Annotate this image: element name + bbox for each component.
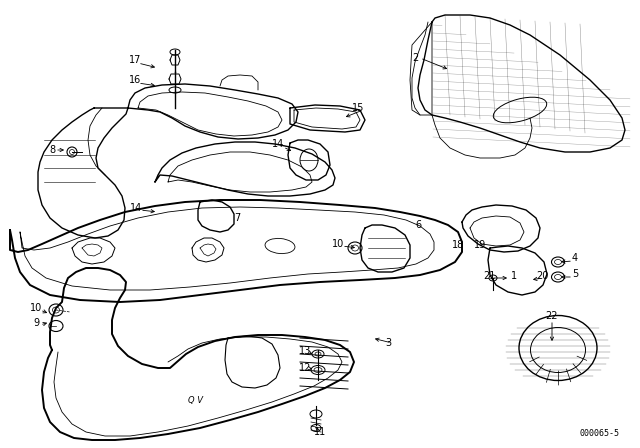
Text: 7: 7 <box>234 213 240 223</box>
Ellipse shape <box>348 242 362 254</box>
Ellipse shape <box>169 87 181 93</box>
Text: 21: 21 <box>483 271 495 281</box>
Ellipse shape <box>49 320 63 332</box>
Ellipse shape <box>311 366 325 375</box>
Ellipse shape <box>554 259 561 264</box>
Text: 4: 4 <box>572 253 578 263</box>
Ellipse shape <box>552 257 564 267</box>
Text: 11: 11 <box>314 427 326 437</box>
Ellipse shape <box>519 315 597 380</box>
Text: 18: 18 <box>452 240 464 250</box>
Text: 8: 8 <box>49 145 55 155</box>
Text: Q V: Q V <box>188 396 202 405</box>
Text: 15: 15 <box>352 103 364 113</box>
Ellipse shape <box>312 350 324 358</box>
Ellipse shape <box>300 149 318 171</box>
Ellipse shape <box>170 49 180 55</box>
Text: 10: 10 <box>30 303 42 313</box>
Text: 17: 17 <box>129 55 141 65</box>
Text: 22: 22 <box>546 311 558 321</box>
Ellipse shape <box>49 304 63 316</box>
Text: 12: 12 <box>299 363 311 373</box>
Ellipse shape <box>67 147 77 157</box>
Text: 6: 6 <box>415 220 421 230</box>
Ellipse shape <box>265 238 295 254</box>
Ellipse shape <box>314 367 322 372</box>
Ellipse shape <box>493 97 547 123</box>
Ellipse shape <box>70 150 74 155</box>
Text: 20: 20 <box>536 271 548 281</box>
Text: 2: 2 <box>412 53 418 63</box>
Ellipse shape <box>311 425 321 431</box>
Text: 1: 1 <box>511 271 517 281</box>
Ellipse shape <box>552 272 564 282</box>
Text: 10: 10 <box>332 239 344 249</box>
Ellipse shape <box>315 352 321 356</box>
Text: 13: 13 <box>299 346 311 356</box>
Text: 5: 5 <box>572 269 578 279</box>
Ellipse shape <box>351 245 358 251</box>
Ellipse shape <box>554 275 561 280</box>
Ellipse shape <box>52 307 60 313</box>
Ellipse shape <box>310 410 322 418</box>
Text: 14: 14 <box>130 203 142 213</box>
Text: 000065-5: 000065-5 <box>580 429 620 438</box>
Ellipse shape <box>531 327 586 372</box>
Text: 19: 19 <box>474 240 486 250</box>
Text: 16: 16 <box>129 75 141 85</box>
Text: 14: 14 <box>272 139 284 149</box>
Text: 3: 3 <box>385 338 391 348</box>
Ellipse shape <box>489 275 497 281</box>
Text: 9: 9 <box>33 318 39 328</box>
